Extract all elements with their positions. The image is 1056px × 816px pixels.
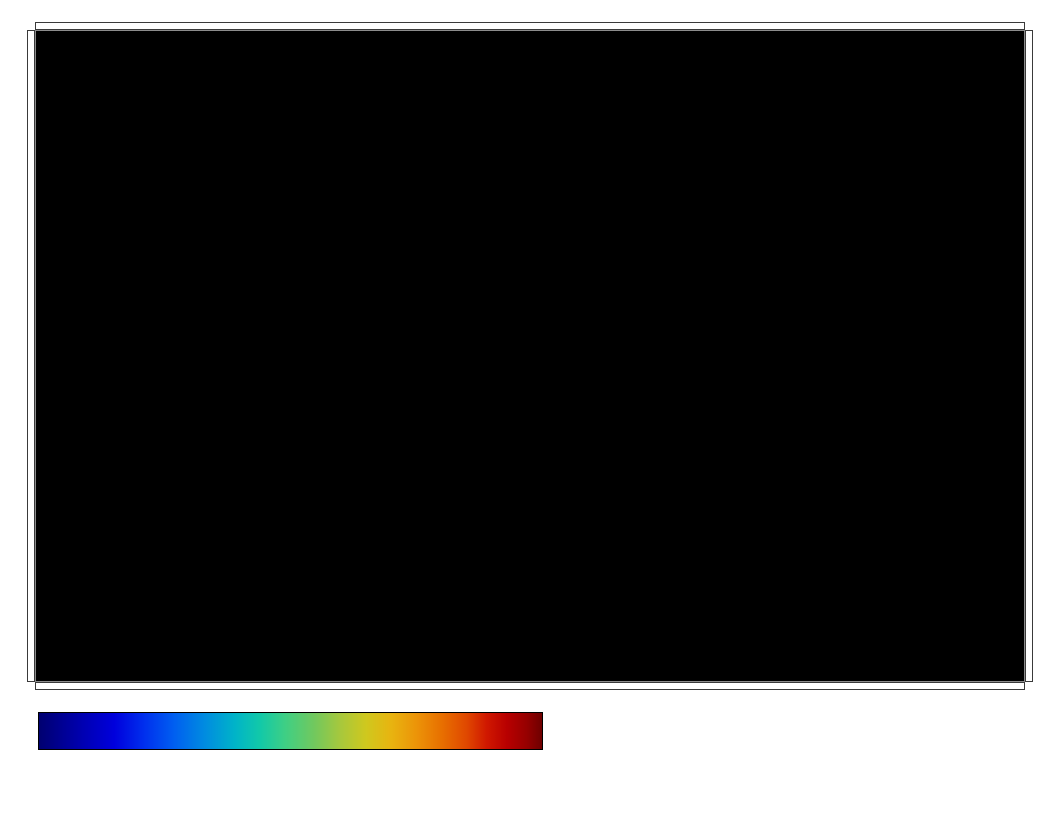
axis-tickbar-bottom [35, 682, 1025, 690]
map-plot-frame [35, 30, 1025, 682]
axis-tickbar-top [35, 22, 1025, 30]
axis-tickbar-right [1025, 30, 1033, 682]
map-field [37, 32, 1025, 682]
colorbar [38, 712, 543, 750]
map-canvas [37, 32, 1025, 682]
axis-tickbar-left [27, 30, 35, 682]
